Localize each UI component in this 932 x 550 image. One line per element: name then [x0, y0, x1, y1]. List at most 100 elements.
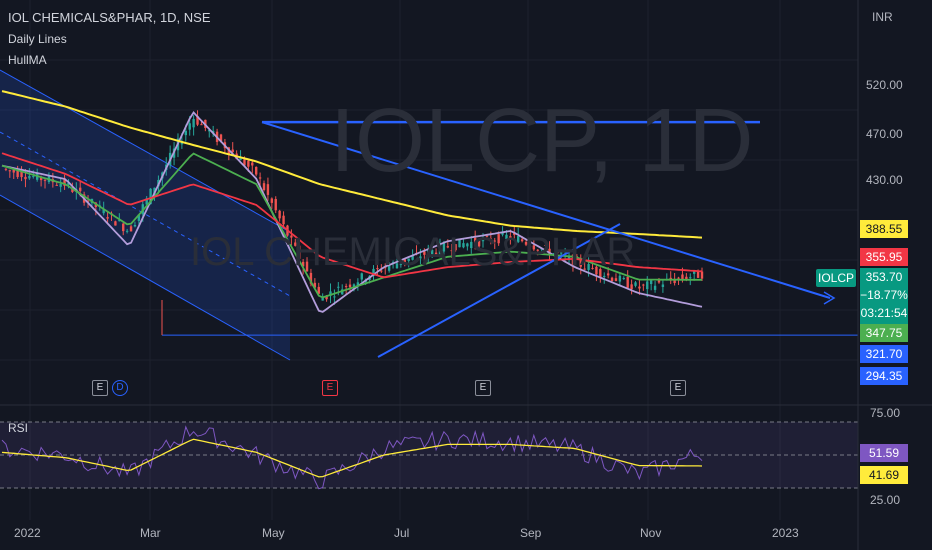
candle-body	[532, 245, 536, 250]
candle-body	[8, 170, 12, 172]
candle-body	[32, 175, 35, 177]
candle-body	[63, 178, 66, 186]
descending-trendline	[261, 121, 831, 299]
candle-body	[524, 242, 528, 245]
candle-body	[325, 295, 328, 300]
candle-body	[278, 210, 281, 219]
candle-body	[133, 224, 137, 227]
candle-body	[337, 286, 340, 288]
candle-body	[450, 250, 453, 252]
candle-body	[556, 251, 559, 254]
time-label-2023: 2023	[772, 526, 799, 540]
candle-body	[517, 235, 520, 243]
candle-body	[294, 242, 297, 246]
candle-body	[102, 209, 105, 214]
candle-body	[376, 268, 379, 270]
candle-body	[458, 239, 461, 248]
candle-body	[305, 261, 309, 272]
candle-body	[86, 200, 90, 202]
rsi-tag-value: 51.59	[860, 444, 908, 462]
tag-hull: 321.70	[860, 345, 908, 363]
candle-body	[673, 279, 676, 284]
earnings-event-2[interactable]: E	[322, 380, 338, 396]
candle-body	[618, 275, 622, 282]
candle-body	[254, 166, 258, 175]
candle-body	[454, 244, 457, 251]
candle-body	[614, 278, 618, 282]
indicator-hullma[interactable]: HullMA	[8, 53, 47, 67]
candle-body	[411, 255, 414, 260]
indicator-daily-lines[interactable]: Daily Lines	[8, 32, 67, 46]
candle-body	[344, 286, 348, 288]
candle-body	[114, 221, 117, 226]
candle-body	[403, 259, 406, 263]
time-label-sep: Sep	[520, 526, 542, 540]
moving-averages	[1, 90, 703, 313]
price-tick-520: 520.00	[866, 78, 903, 92]
candle-body	[188, 123, 191, 130]
candle-body	[192, 118, 195, 128]
candle-body	[24, 176, 27, 180]
rsi-tag-ma: 41.69	[860, 466, 908, 484]
candle-body	[630, 284, 633, 290]
time-label-mar: Mar	[140, 526, 161, 540]
candle-body	[610, 277, 614, 282]
time-label-may: May	[262, 526, 285, 540]
candle-body	[462, 243, 465, 248]
candle-body	[231, 149, 234, 153]
candle-body	[603, 275, 606, 277]
tag-support: 294.35	[860, 367, 908, 385]
dividend-event[interactable]: D	[112, 380, 128, 396]
candle-body	[129, 226, 133, 232]
earnings-event-4[interactable]: E	[670, 380, 686, 396]
candle-body	[591, 267, 594, 269]
tag-last-price: 353.70	[865, 270, 903, 284]
earnings-event-1[interactable]: E	[92, 380, 108, 396]
candle-body	[642, 284, 645, 286]
rsi-tick-75: 75.00	[870, 406, 901, 420]
candle-body	[634, 282, 637, 286]
last-price-block	[860, 268, 908, 324]
candle-body	[4, 168, 8, 170]
candle-body	[387, 265, 391, 271]
price-tick-430: 430.00	[866, 173, 903, 187]
time-label-nov: Nov	[640, 526, 662, 540]
candle-body	[423, 251, 426, 255]
currency-label: INR	[872, 10, 893, 24]
candle-body	[677, 277, 680, 279]
candle-body	[552, 253, 555, 255]
tag-sma200: 388.55	[860, 220, 908, 238]
rsi-label[interactable]: RSI	[8, 421, 29, 435]
tag-sma20: 347.75	[860, 324, 908, 342]
candle-body	[329, 291, 332, 296]
candle-body	[477, 239, 481, 247]
tag-countdown: 03:21:54	[860, 306, 908, 320]
candle-body	[333, 296, 336, 298]
candle-body	[399, 263, 403, 265]
candle-body	[380, 270, 383, 272]
candle-body	[239, 157, 242, 160]
candle-body	[427, 249, 430, 258]
candle-body	[466, 243, 469, 247]
candle-body	[696, 270, 700, 278]
candle-body	[536, 249, 539, 251]
tag-change-pct: −18.77%	[860, 288, 908, 302]
candle-body	[509, 236, 512, 239]
candle-body	[384, 267, 387, 269]
rsi-pane	[0, 421, 858, 490]
symbol-title[interactable]: IOL CHEMICALS&PHAR, 1D, NSE	[8, 10, 211, 25]
sma200-line	[1, 90, 703, 239]
candle-body	[419, 256, 422, 259]
candle-body	[122, 223, 125, 232]
candle-body	[622, 278, 625, 280]
candle-body	[626, 277, 629, 288]
candle-body	[599, 269, 602, 278]
candle-body	[125, 230, 129, 232]
ticker-label[interactable]: IOLCP	[816, 269, 856, 287]
earnings-event-3[interactable]: E	[475, 380, 491, 396]
candle-body	[583, 268, 586, 270]
trendline-arrowhead	[823, 291, 836, 305]
time-label-2022: 2022	[14, 526, 41, 540]
candle-body	[118, 220, 121, 222]
